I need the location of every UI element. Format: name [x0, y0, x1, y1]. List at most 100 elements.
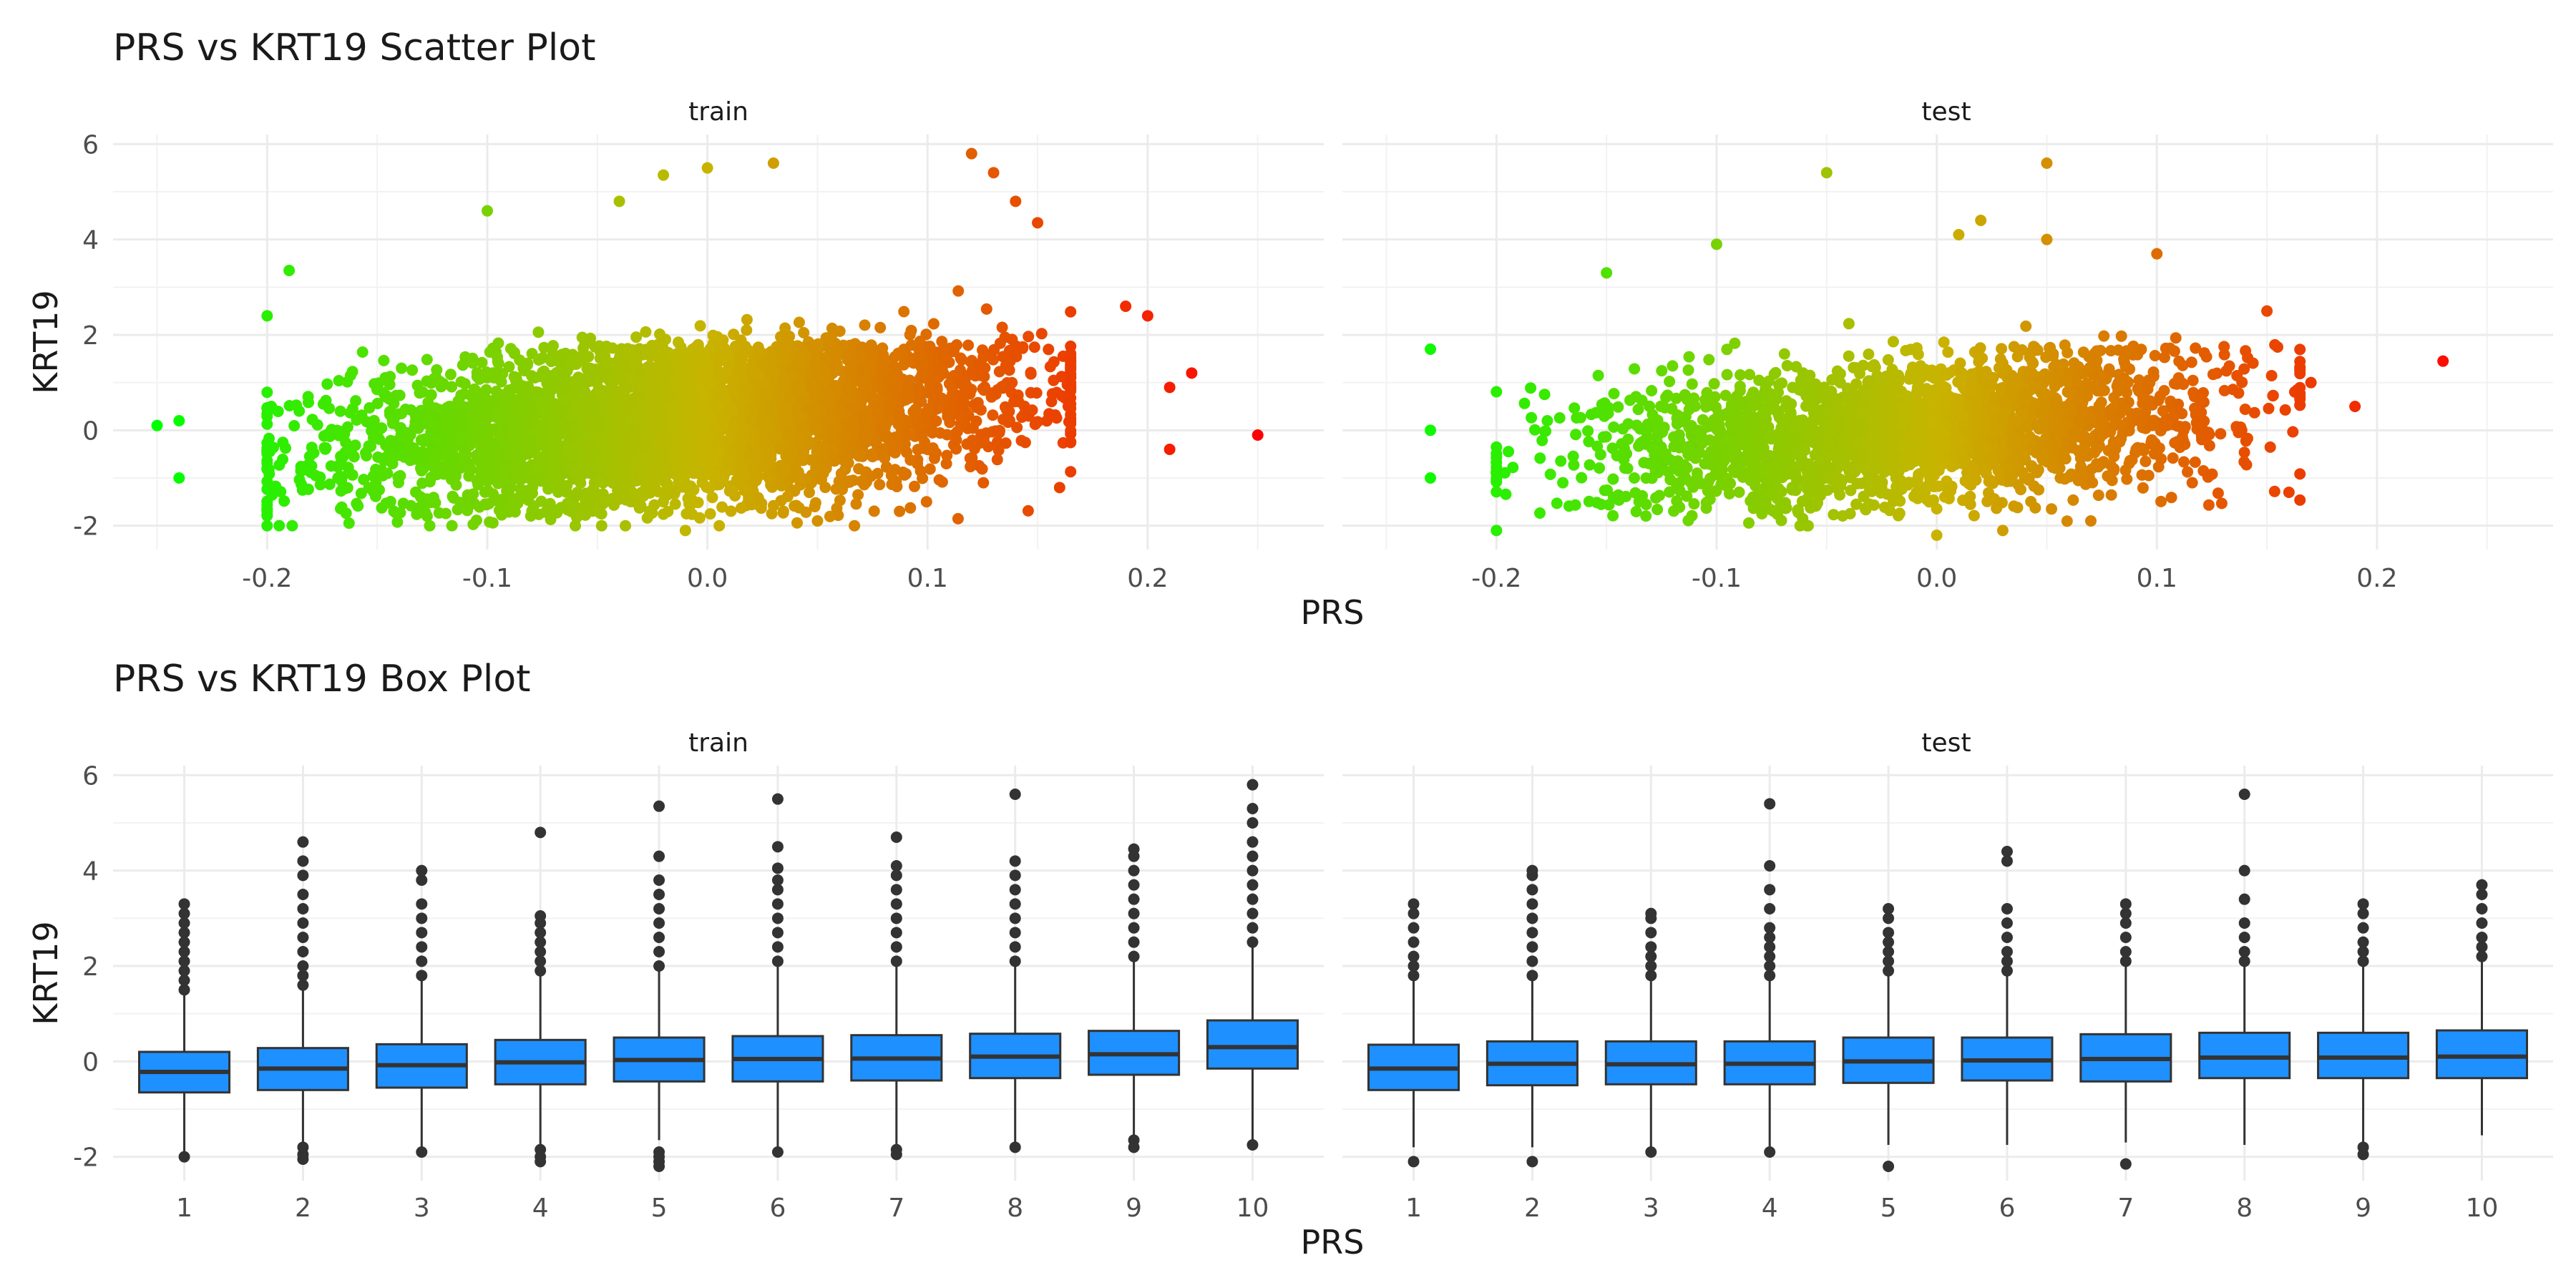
scatter-point [987, 167, 1000, 179]
scatter-point [525, 447, 537, 459]
scatter-point [532, 326, 545, 338]
scatter-point [716, 501, 728, 513]
scatter-point [323, 478, 336, 490]
scatter-point [969, 443, 980, 455]
scatter-point [508, 371, 520, 383]
box-x-axis-title: PRS [1301, 1223, 1365, 1262]
scatter-point [929, 452, 940, 464]
scatter-point [1491, 386, 1503, 398]
scatter-point [669, 498, 681, 510]
scatter-point [768, 410, 780, 422]
scatter-point [857, 386, 869, 398]
scatter-point [715, 366, 727, 379]
scatter-point [941, 449, 953, 462]
scatter-point [1015, 434, 1028, 447]
scatter-point [781, 339, 793, 351]
scatter-point [1640, 510, 1652, 522]
scatter-point [790, 499, 802, 512]
scatter-point [600, 449, 612, 462]
scatter-point [755, 412, 767, 424]
scatter-point [321, 378, 333, 390]
scatter-point [650, 472, 663, 484]
scatter-point [1023, 410, 1035, 422]
scatter-point [610, 399, 622, 411]
scatter-point [861, 431, 873, 444]
scatter-point [701, 481, 713, 493]
scatter-point [308, 447, 320, 459]
scatter-point [994, 337, 1006, 349]
scatter-point [885, 469, 897, 482]
scatter-point [261, 402, 273, 414]
scatter-point [915, 396, 927, 408]
scatter-point [151, 419, 163, 431]
scatter-point [868, 505, 880, 517]
scatter-point [1607, 509, 1619, 522]
scatter-point [1025, 368, 1037, 380]
scatter-point [648, 364, 660, 376]
scatter-point [319, 443, 331, 455]
scatter-point [424, 476, 436, 488]
scatter-point [965, 147, 977, 160]
scatter-point [2020, 320, 2032, 332]
scatter-point [273, 459, 286, 471]
scatter-point [852, 375, 864, 387]
scatter-point [658, 169, 670, 181]
scatter-point [729, 340, 741, 352]
scatter-point [920, 406, 932, 418]
scatter-point [550, 428, 562, 440]
scatter-point [1010, 351, 1023, 363]
scatter-point [273, 519, 286, 532]
scatter-point [698, 389, 709, 401]
scatter-point [798, 446, 810, 458]
scatter-point [366, 425, 378, 437]
scatter-point [286, 519, 298, 532]
scatter-point [628, 392, 640, 404]
scatter-point [261, 444, 273, 457]
scatter-point [1843, 350, 1855, 362]
scatter-point [630, 331, 643, 343]
scatter-point [735, 502, 747, 514]
scatter-point [335, 450, 347, 462]
scatter-point [682, 492, 694, 504]
scatter-point [829, 351, 841, 362]
scatter-point [725, 505, 737, 517]
scatter-point [512, 454, 524, 467]
box-strip-test: test [1921, 728, 1971, 758]
scatter-point [1065, 306, 1077, 318]
scatter-point [594, 388, 606, 400]
scatter-point [1062, 400, 1074, 412]
scatter-point [314, 471, 326, 483]
scatter-point [325, 460, 337, 472]
scatter-point [944, 416, 956, 429]
scatter-point [516, 385, 528, 397]
scatter-point [490, 368, 502, 380]
scatter-point [510, 416, 522, 429]
scatter-point [497, 464, 509, 476]
scatter-point [1594, 462, 1606, 474]
scatter-point [595, 348, 608, 361]
scatter-point [872, 467, 884, 479]
scatter-point [741, 383, 753, 395]
scatter-point [941, 429, 953, 441]
scatter-point [1252, 429, 1264, 441]
scatter-point [760, 389, 772, 401]
scatter-point [972, 396, 984, 409]
scatter-point [787, 369, 799, 381]
scatter-point [2218, 341, 2230, 353]
scatter-point [713, 519, 726, 532]
scatter-point [874, 479, 886, 491]
scatter-point [920, 496, 932, 508]
scatter-point [700, 426, 712, 439]
scatter-point [561, 365, 573, 377]
scatter-point [504, 343, 517, 355]
scatter-point [462, 504, 474, 517]
scatter-point [996, 321, 1008, 333]
scatter-point [800, 506, 812, 518]
scatter-point [884, 399, 897, 411]
scatter-point [738, 482, 751, 494]
scatter-point [726, 406, 738, 418]
x-tick-label: -0.1 [462, 564, 512, 593]
scatter-point [798, 327, 810, 338]
scatter-point [582, 464, 594, 476]
